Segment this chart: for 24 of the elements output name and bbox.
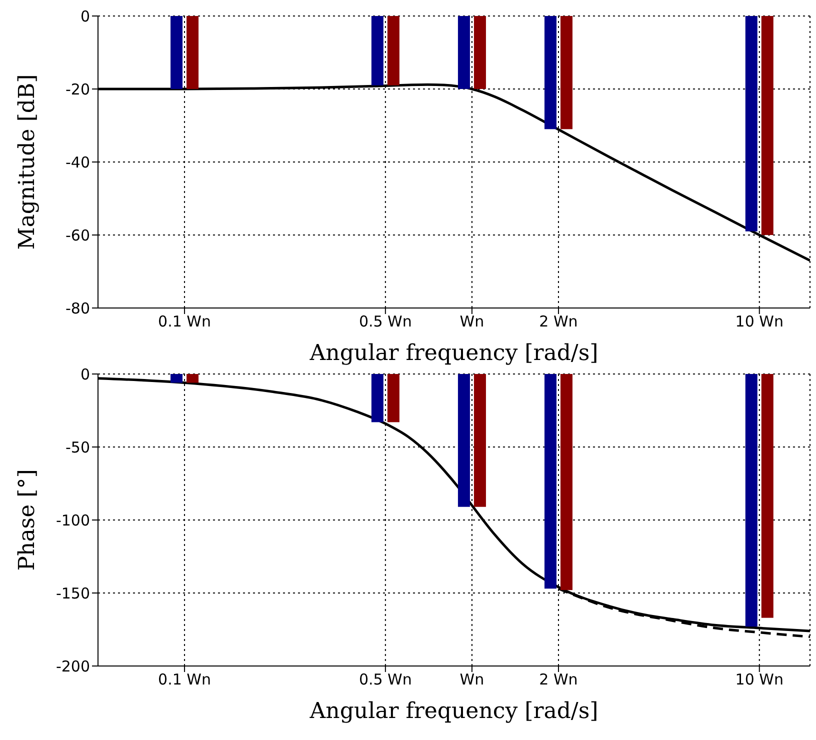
- y-tick-label: 0: [80, 365, 90, 384]
- x-tick-label: 0.5 Wn: [358, 670, 412, 689]
- y-tick-label: -100: [56, 511, 90, 530]
- y-axis-title: Phase [°]: [14, 469, 40, 571]
- x-axis-title: Angular frequency [rad/s]: [308, 699, 598, 724]
- y-tick-label: -200: [56, 657, 90, 676]
- x-tick-label: 2 Wn: [539, 312, 578, 331]
- x-tick-label: 2 Wn: [539, 670, 578, 689]
- y-tick-label: 0: [80, 7, 90, 26]
- y-axis-title: Magnitude [dB]: [14, 74, 40, 250]
- x-tick-label: 10 Wn: [735, 312, 784, 331]
- x-tick-label: 0.1 Wn: [158, 312, 212, 331]
- x-tick-label: 10 Wn: [735, 670, 784, 689]
- x-tick-label: Wn: [460, 670, 484, 689]
- y-tick-label: -50: [66, 438, 90, 456]
- y-tick-label: -80: [66, 299, 90, 318]
- y-tick-label: -20: [66, 80, 90, 98]
- y-tick-label: -60: [66, 226, 90, 244]
- x-tick-label: Wn: [460, 312, 484, 331]
- x-tick-label: 0.5 Wn: [358, 312, 412, 331]
- x-axis-title: Angular frequency [rad/s]: [308, 341, 598, 366]
- x-tick-label: 0.1 Wn: [158, 670, 212, 689]
- y-tick-label: -40: [66, 153, 90, 172]
- y-tick-label: -150: [56, 584, 90, 602]
